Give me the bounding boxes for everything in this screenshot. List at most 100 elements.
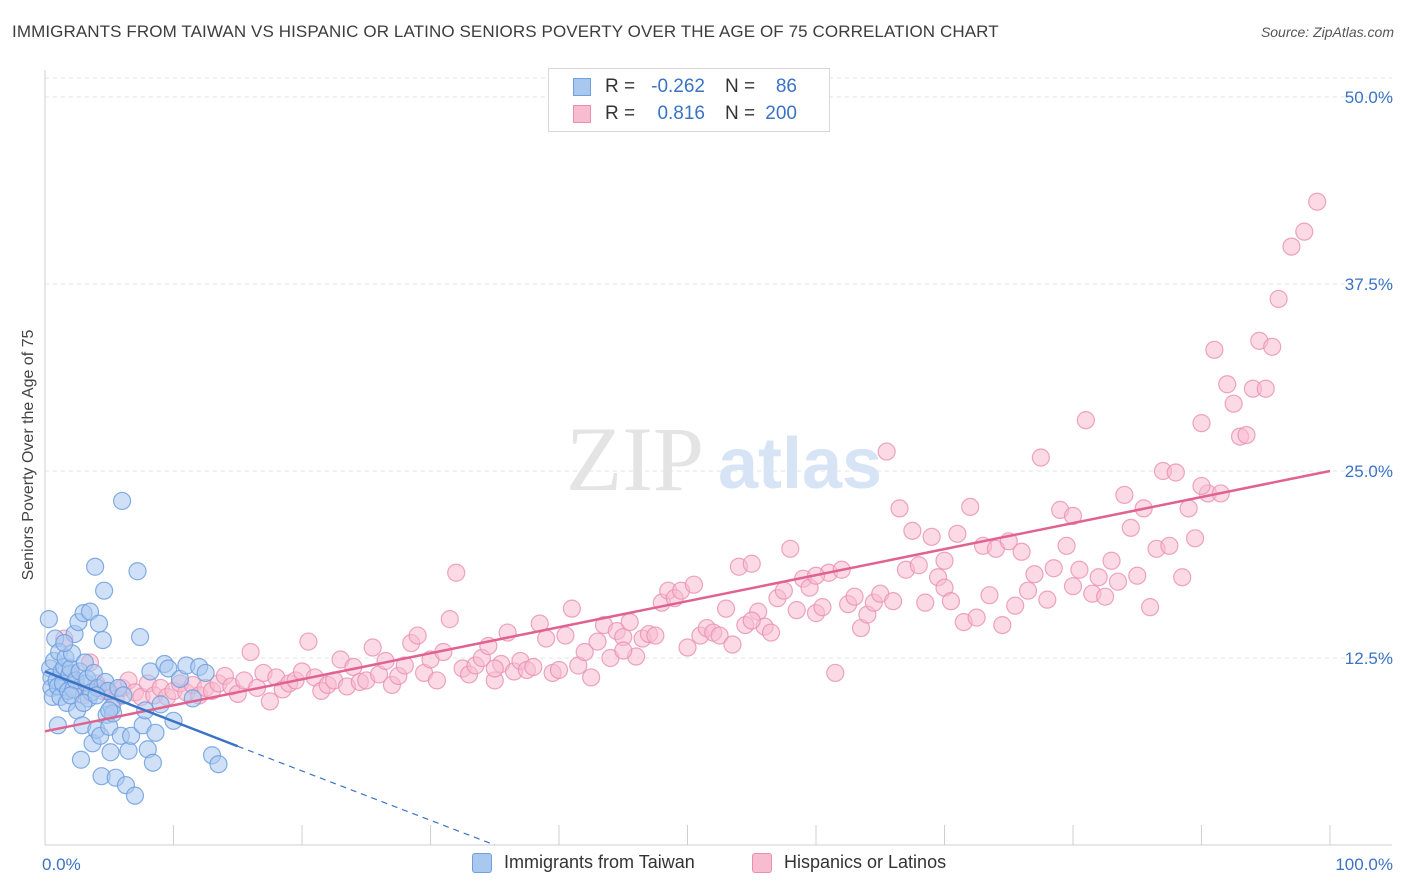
data-point xyxy=(408,626,427,645)
data-point xyxy=(1179,499,1198,518)
data-point xyxy=(588,632,607,651)
data-point xyxy=(549,660,569,680)
data-point xyxy=(427,671,447,690)
watermark-atlas: atlas xyxy=(718,424,882,504)
hispanic-trend-line xyxy=(44,469,1331,733)
data-point xyxy=(93,630,112,650)
data-point xyxy=(710,626,729,645)
data-point xyxy=(826,663,845,683)
x-tick-labels: 0.0% 100.0% xyxy=(42,855,1393,874)
y-tick-label: 37.5% xyxy=(1345,275,1393,294)
data-point xyxy=(1038,590,1057,609)
data-point xyxy=(1044,559,1063,578)
data-point xyxy=(909,556,928,575)
data-point xyxy=(1070,560,1089,579)
data-point xyxy=(440,610,459,629)
data-point xyxy=(1115,485,1134,505)
stats-row-taiwan: R = -0.262 N = 86 xyxy=(573,75,797,99)
data-point xyxy=(112,491,132,511)
data-point xyxy=(1308,192,1327,211)
data-point xyxy=(1140,598,1160,617)
data-point xyxy=(121,726,141,745)
legend-item-hispanic[interactable]: Hispanics or Latinos xyxy=(752,852,946,873)
data-point xyxy=(742,554,761,573)
data-point xyxy=(922,527,941,546)
hispanic-legend-swatch xyxy=(752,852,772,873)
r-label: R = xyxy=(605,76,636,97)
n-label: N = xyxy=(725,103,756,124)
data-point xyxy=(1185,529,1205,548)
data-point xyxy=(485,659,504,678)
data-point xyxy=(1102,551,1121,570)
y-tick-label: 25.0% xyxy=(1345,462,1393,481)
data-point xyxy=(620,612,639,632)
data-point xyxy=(1256,379,1275,398)
data-point xyxy=(1128,566,1147,585)
taiwan-points xyxy=(39,491,228,805)
data-point xyxy=(716,599,736,618)
data-point xyxy=(903,521,922,540)
data-point xyxy=(1076,411,1095,430)
data-point xyxy=(1237,425,1256,445)
data-point xyxy=(575,642,594,662)
data-point xyxy=(993,615,1012,635)
legend-item-taiwan[interactable]: Immigrants from Taiwan xyxy=(472,852,695,873)
n-value: 86 xyxy=(775,76,797,97)
legend-label-taiwan: Immigrants from Taiwan xyxy=(504,852,695,872)
data-point xyxy=(813,598,832,617)
data-point xyxy=(845,587,864,606)
data-point xyxy=(209,755,228,774)
taiwan-swatch xyxy=(573,78,591,96)
data-point xyxy=(877,442,896,461)
data-point xyxy=(684,575,704,594)
data-point xyxy=(101,743,120,762)
watermark: ZIP atlas xyxy=(566,408,882,510)
data-point xyxy=(447,563,466,582)
legend-label-hispanic: Hispanics or Latinos xyxy=(784,852,947,872)
data-point xyxy=(241,642,260,662)
data-point xyxy=(1063,577,1083,596)
data-point xyxy=(1018,581,1038,600)
data-point xyxy=(1063,506,1083,525)
grid-lines xyxy=(45,77,1392,659)
data-point xyxy=(89,614,109,633)
taiwan-trend-extension xyxy=(237,745,495,846)
data-point xyxy=(119,741,138,760)
n-label: N = xyxy=(725,76,756,97)
data-point xyxy=(961,497,980,517)
y-tick-label: 12.5% xyxy=(1345,649,1393,668)
data-point xyxy=(1012,542,1031,561)
data-point xyxy=(678,638,697,657)
data-point xyxy=(980,586,999,605)
data-point xyxy=(1173,568,1192,587)
data-point xyxy=(1192,414,1211,433)
data-point xyxy=(1263,337,1282,356)
data-point xyxy=(363,638,382,657)
data-point xyxy=(48,716,67,735)
data-point xyxy=(1057,536,1076,555)
data-point xyxy=(1096,587,1115,606)
data-point xyxy=(1192,476,1211,496)
series-legend: Immigrants from Taiwan Hispanics or Lati… xyxy=(0,852,1406,878)
data-point xyxy=(967,608,986,627)
data-point xyxy=(260,692,279,711)
data-point xyxy=(55,633,74,653)
data-point xyxy=(159,659,178,678)
data-point xyxy=(183,689,202,708)
stats-legend: R = -0.262 N = 86 R = 0.816 N = 200 xyxy=(548,68,830,132)
data-point xyxy=(1166,463,1185,482)
data-point xyxy=(1224,394,1243,413)
data-point xyxy=(774,581,793,600)
y-axis-label: Seniors Poverty Over the Age of 75 xyxy=(20,330,37,581)
hispanic-swatch xyxy=(573,105,591,123)
source-credit: Source: ZipAtlas.com xyxy=(1260,24,1394,40)
data-point xyxy=(1025,565,1044,584)
data-point xyxy=(299,632,318,651)
data-point xyxy=(141,662,160,681)
data-point xyxy=(395,656,414,675)
data-point xyxy=(883,592,903,611)
data-point xyxy=(1269,289,1288,309)
data-point xyxy=(1282,237,1301,256)
n-value: 200 xyxy=(765,103,797,124)
data-point xyxy=(128,562,147,581)
